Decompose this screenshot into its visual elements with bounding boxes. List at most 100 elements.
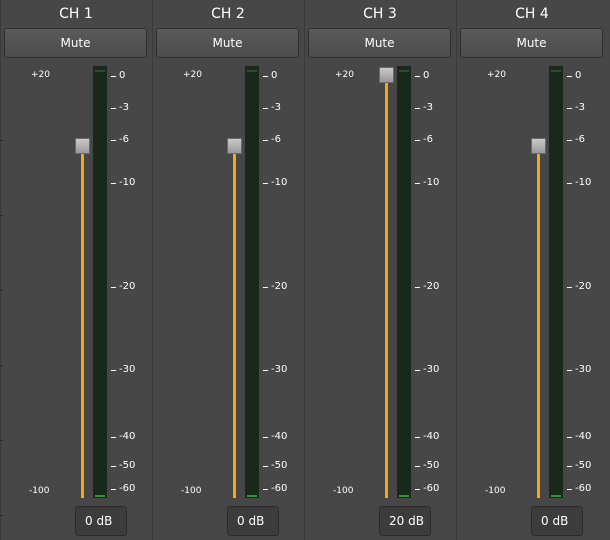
meter-tick-label: -30 — [575, 364, 592, 375]
meter-tick-mark — [567, 108, 572, 109]
fader-handle[interactable] — [379, 67, 394, 83]
meter-tick-mark — [415, 489, 420, 490]
meter-tick-mark — [567, 140, 572, 141]
fader-min-label: -100 — [333, 486, 354, 496]
channel-strip-4: CH 4 Mute +20 -100 0 -3 -6 -10 -20 -30 -40 -50 -… — [456, 0, 606, 540]
meter-tick-label: -30 — [271, 364, 288, 375]
meter-tick-label: -40 — [575, 431, 592, 442]
meter-tick-mark — [263, 108, 268, 109]
left-edge-mark — [0, 515, 3, 516]
mute-button[interactable]: Mute — [156, 28, 299, 58]
fader-handle[interactable] — [227, 137, 242, 154]
meter-tick-mark — [415, 370, 420, 371]
meter-tick-label: -20 — [271, 281, 288, 292]
fader-fill — [385, 81, 388, 498]
left-edge-mark — [0, 140, 3, 141]
meter-tick-label: -20 — [575, 281, 592, 292]
gain-readout[interactable]: 20 dB — [379, 506, 431, 536]
meter-tick-mark — [263, 437, 268, 438]
meter-tick-mark — [415, 76, 420, 77]
mute-button[interactable]: Mute — [4, 28, 147, 58]
meter-tick-mark — [415, 437, 420, 438]
meter-tick-mark — [567, 183, 572, 184]
meter-tick-label: -6 — [423, 134, 433, 145]
left-edge-mark — [0, 440, 3, 441]
meter-tick-mark — [567, 466, 572, 467]
level-meter — [245, 66, 259, 498]
meter-peak-cap — [95, 70, 105, 72]
meter-tick-label: -10 — [575, 177, 592, 188]
meter-tick-mark — [263, 76, 268, 77]
meter-tick-mark — [111, 140, 116, 141]
meter-tick-label: -40 — [119, 431, 136, 442]
fader-fill — [537, 151, 540, 498]
meter-level-fill — [247, 495, 257, 497]
gain-readout[interactable]: 0 dB — [531, 506, 583, 536]
meter-tick-label: -40 — [271, 431, 288, 442]
level-meter — [549, 66, 563, 498]
meter-tick-label: -60 — [271, 483, 288, 494]
mute-button[interactable]: Mute — [460, 28, 603, 58]
fader-min-label: -100 — [181, 486, 202, 496]
meter-tick-label: -60 — [423, 483, 440, 494]
meter-tick-label: -10 — [271, 177, 288, 188]
meter-tick-mark — [567, 287, 572, 288]
meter-tick-mark — [415, 183, 420, 184]
channel-title: CH 4 — [515, 6, 549, 22]
meter-tick-mark — [111, 287, 116, 288]
meter-level-fill — [95, 495, 105, 497]
meter-tick-mark — [263, 140, 268, 141]
channel-strip-3: CH 3 Mute +20 -100 0 -3 -6 -10 -20 -30 -40 -50 -… — [304, 0, 454, 540]
meter-peak-cap — [399, 70, 409, 72]
meter-tick-label: 0 — [271, 70, 278, 81]
meter-tick-label: -50 — [423, 460, 440, 471]
fader-handle[interactable] — [531, 137, 546, 154]
meter-tick-label: -50 — [271, 460, 288, 471]
level-meter — [93, 66, 107, 498]
meter-tick-label: -6 — [119, 134, 129, 145]
meter-tick-label: -6 — [271, 134, 281, 145]
meter-tick-label: -30 — [119, 364, 136, 375]
meter-tick-mark — [567, 437, 572, 438]
meter-tick-label: -60 — [575, 483, 592, 494]
fader-handle[interactable] — [75, 137, 90, 154]
meter-tick-mark — [567, 489, 572, 490]
left-edge-mark — [0, 215, 3, 216]
fader-max-label: +20 — [183, 70, 202, 80]
meter-tick-label: -40 — [423, 431, 440, 442]
meter-tick-label: -3 — [271, 102, 281, 113]
channel-strip-1: CH 1 Mute +20 -100 0 -3 -6 -10 -20 -30 -40 -50 -… — [0, 0, 150, 540]
fader-max-label: +20 — [31, 70, 50, 80]
mute-button[interactable]: Mute — [308, 28, 451, 58]
meter-tick-label: -10 — [423, 177, 440, 188]
gain-readout[interactable]: 0 dB — [75, 506, 127, 536]
meter-tick-mark — [111, 108, 116, 109]
fader-min-label: -100 — [485, 486, 506, 496]
meter-tick-mark — [111, 183, 116, 184]
meter-tick-mark — [263, 183, 268, 184]
meter-tick-label: -3 — [423, 102, 433, 113]
fader-min-label: -100 — [29, 486, 50, 496]
meter-level-fill — [551, 495, 561, 497]
meter-tick-mark — [111, 76, 116, 77]
meter-tick-label: -3 — [575, 102, 585, 113]
fader-fill — [233, 151, 236, 498]
channel-title: CH 1 — [59, 6, 93, 22]
meter-tick-mark — [263, 466, 268, 467]
meter-tick-mark — [111, 489, 116, 490]
left-edge-mark — [0, 365, 3, 366]
meter-tick-mark — [567, 76, 572, 77]
fader-max-label: +20 — [335, 70, 354, 80]
meter-tick-mark — [263, 287, 268, 288]
meter-tick-mark — [415, 108, 420, 109]
meter-tick-label: -3 — [119, 102, 129, 113]
meter-peak-cap — [551, 70, 561, 72]
meter-tick-label: -6 — [575, 134, 585, 145]
channel-title: CH 3 — [363, 6, 397, 22]
meter-tick-label: 0 — [423, 70, 430, 81]
gain-readout[interactable]: 0 dB — [227, 506, 279, 536]
meter-tick-label: 0 — [119, 70, 126, 81]
meter-level-fill — [399, 495, 409, 497]
meter-tick-label: -20 — [423, 281, 440, 292]
